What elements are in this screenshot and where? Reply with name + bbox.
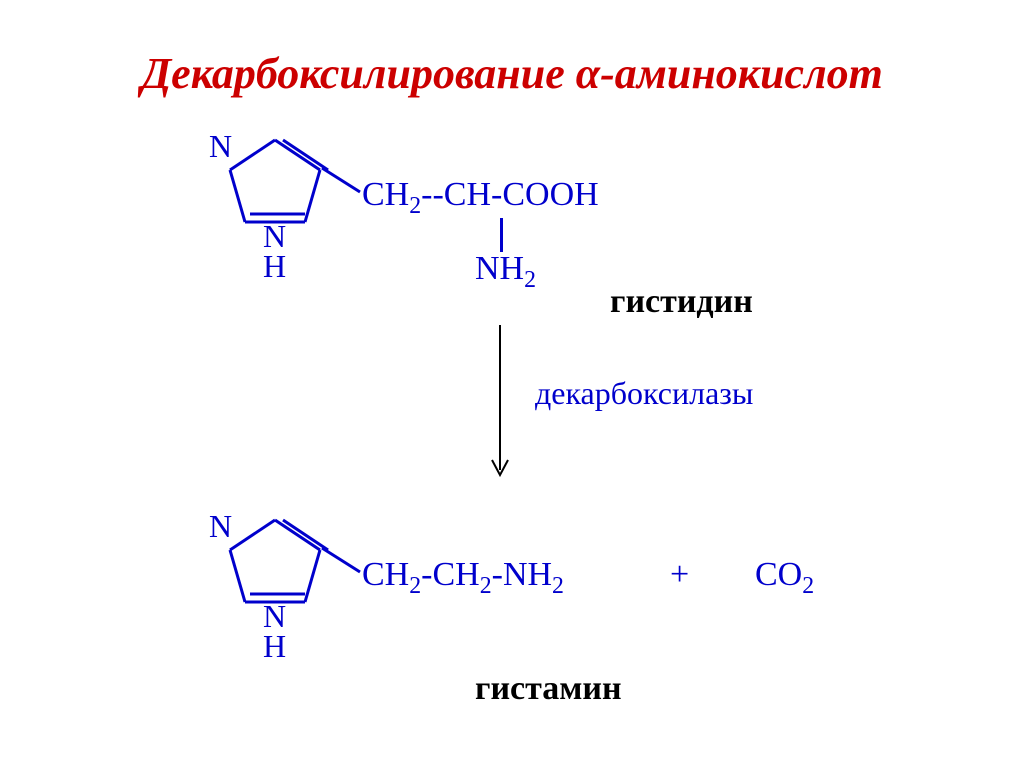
bond-nh2-1 bbox=[500, 218, 503, 252]
reaction-arrow bbox=[490, 325, 510, 485]
enzyme-label: декарбоксилазы bbox=[535, 375, 753, 412]
chain-2: CH2-CH2-NH2 bbox=[362, 556, 564, 600]
histidine-label: гистидин bbox=[610, 283, 753, 321]
ring-H-2: H bbox=[263, 628, 286, 665]
histidine-structure: N N H CH2--CH-COOH NH2 bbox=[200, 120, 900, 320]
co2: СО2 bbox=[755, 556, 814, 600]
ring-N-top-2: N bbox=[209, 508, 232, 545]
plus-sign: + bbox=[670, 556, 689, 594]
chain-1: CH2--CH-COOH bbox=[362, 176, 599, 220]
nh2-1: NH2 bbox=[475, 250, 536, 294]
histamine-label: гистамин bbox=[475, 670, 622, 708]
page-title: Декарбоксилирование α-аминокислот bbox=[0, 48, 1024, 99]
ring-N-top-1: N bbox=[209, 128, 232, 165]
ring-H-1: H bbox=[263, 248, 286, 285]
title-text: Декарбоксилирование α-аминокислот bbox=[141, 49, 883, 98]
